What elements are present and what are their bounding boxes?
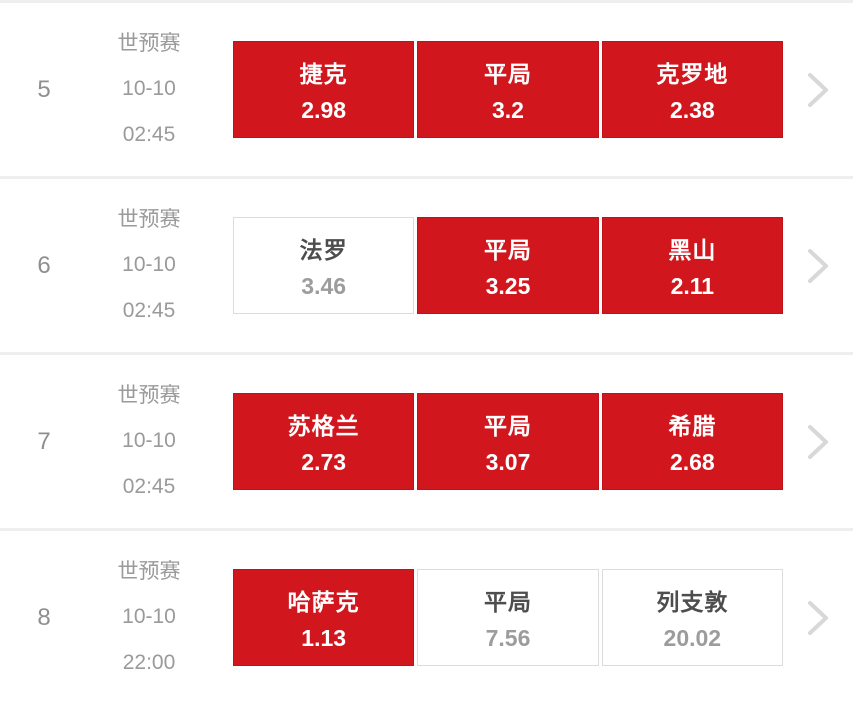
odds-group: 苏格兰 2.73 平局 3.07 希腊 2.68 [233,393,783,490]
match-date: 10-10 [122,77,176,101]
chevron-right-icon[interactable] [801,596,835,640]
odds-button-home[interactable]: 苏格兰 2.73 [233,393,415,490]
home-odds-value: 2.98 [301,97,347,123]
away-team-name: 希腊 [668,413,717,439]
odds-button-away[interactable]: 希腊 2.68 [601,393,783,490]
odds-group: 捷克 2.98 平局 3.2 克罗地 2.38 [233,41,783,138]
league-label: 世预赛 [117,559,181,583]
away-team-name: 列支敦 [656,589,729,615]
draw-label: 平局 [483,589,532,615]
row-divider [0,528,853,531]
match-time: 22:00 [122,650,176,674]
match-date: 10-10 [122,253,176,277]
match-row-body: 7 世预赛 10-10 02:45 苏格兰 2.73 平局 3.07 希腊 2.… [0,355,853,528]
away-odds-value: 20.02 [663,625,722,651]
match-row: 7 世预赛 10-10 02:45 苏格兰 2.73 平局 3.07 希腊 2.… [0,352,853,528]
odds-button-away[interactable]: 黑山 2.11 [601,217,783,314]
match-index: 6 [37,251,51,279]
chevron-right-icon[interactable] [801,420,835,464]
league-label: 世预赛 [117,207,181,231]
away-team-name: 克罗地 [656,61,729,87]
away-odds-value: 2.11 [670,273,715,299]
match-index: 8 [37,603,51,631]
match-time: 02:45 [122,298,176,322]
odds-group: 法罗 3.46 平局 3.25 黑山 2.11 [233,217,783,314]
home-odds-value: 1.13 [301,625,347,651]
odds-button-draw[interactable]: 平局 3.25 [417,217,599,314]
odds-button-draw[interactable]: 平局 3.2 [417,41,599,138]
match-index: 7 [37,427,51,455]
home-team-name: 哈萨克 [287,589,360,615]
match-row-body: 5 世预赛 10-10 02:45 捷克 2.98 平局 3.2 克罗地 2.3… [0,3,853,176]
draw-odds-value: 3.25 [485,273,531,299]
row-divider [0,176,853,179]
odds-group: 哈萨克 1.13 平局 7.56 列支敦 20.02 [233,569,783,666]
match-meta: 世预赛 10-10 22:00 [93,557,205,678]
match-meta: 世预赛 10-10 02:45 [93,381,205,502]
odds-button-home[interactable]: 捷克 2.98 [233,41,415,138]
match-row-body: 8 世预赛 10-10 22:00 哈萨克 1.13 平局 7.56 列支敦 2… [0,531,853,704]
match-meta: 世预赛 10-10 02:45 [93,205,205,326]
odds-button-away[interactable]: 克罗地 2.38 [601,41,783,138]
league-label: 世预赛 [117,383,181,407]
home-team-name: 捷克 [299,61,348,87]
draw-label: 平局 [483,61,532,87]
away-odds-value: 2.68 [669,449,715,475]
match-time: 02:45 [122,474,176,498]
odds-button-draw[interactable]: 平局 3.07 [417,393,599,490]
home-team-name: 苏格兰 [287,413,360,439]
draw-odds-value: 7.56 [485,625,531,651]
match-date: 10-10 [122,605,176,629]
odds-button-home[interactable]: 法罗 3.46 [233,217,415,314]
match-row: 5 世预赛 10-10 02:45 捷克 2.98 平局 3.2 克罗地 2.3… [0,0,853,176]
league-label: 世预赛 [117,31,181,55]
away-team-name: 黑山 [668,237,717,263]
match-row: 8 世预赛 10-10 22:00 哈萨克 1.13 平局 7.56 列支敦 2… [0,528,853,704]
home-odds-value: 3.46 [301,273,347,299]
match-row: 6 世预赛 10-10 02:45 法罗 3.46 平局 3.25 黑山 2.1… [0,176,853,352]
draw-label: 平局 [483,237,532,263]
home-team-name: 法罗 [299,237,348,263]
chevron-right-icon[interactable] [801,68,835,112]
row-divider [0,352,853,355]
match-meta: 世预赛 10-10 02:45 [93,29,205,150]
home-odds-value: 2.73 [301,449,347,475]
odds-button-home[interactable]: 哈萨克 1.13 [233,569,415,666]
odds-button-away[interactable]: 列支敦 20.02 [601,569,783,666]
odds-button-draw[interactable]: 平局 7.56 [417,569,599,666]
match-index: 5 [37,75,51,103]
draw-odds-value: 3.07 [485,449,531,475]
match-row-body: 6 世预赛 10-10 02:45 法罗 3.46 平局 3.25 黑山 2.1… [0,179,853,352]
away-odds-value: 2.38 [669,97,715,123]
draw-label: 平局 [483,413,532,439]
row-divider [0,0,853,3]
match-time: 02:45 [122,122,176,146]
draw-odds-value: 3.2 [492,97,524,123]
chevron-right-icon[interactable] [801,244,835,288]
match-date: 10-10 [122,429,176,453]
